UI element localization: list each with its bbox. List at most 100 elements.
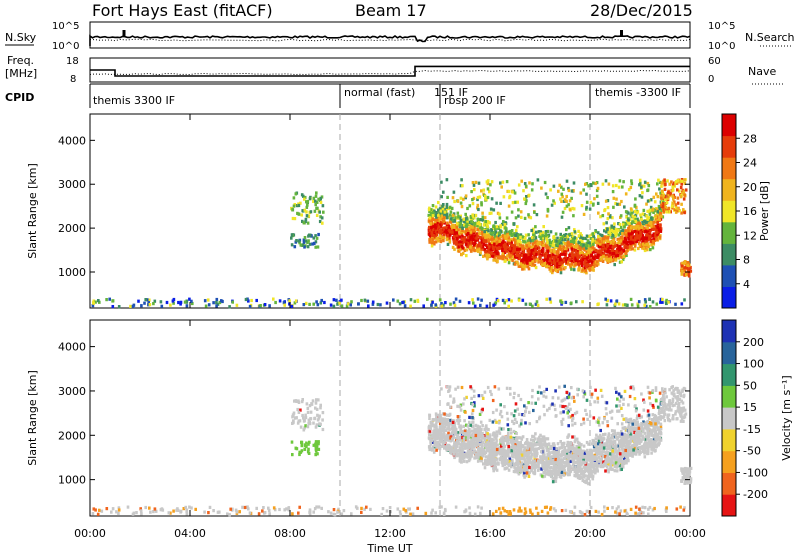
echo [315,213,319,217]
echo [650,243,653,247]
echo [604,230,608,234]
echo [528,302,532,306]
echo [206,298,210,302]
echo [491,244,495,248]
echo [525,195,528,199]
echo [511,190,514,194]
echo [501,257,505,261]
echo [532,233,535,237]
echo [321,204,325,208]
echo [612,227,616,231]
echo [481,236,485,240]
echo [642,208,646,212]
echo [653,449,657,453]
echo [445,202,449,207]
echo [457,437,460,441]
echo [602,222,606,226]
echo [522,250,526,254]
echo [684,188,688,192]
echo [319,198,322,202]
echo [645,236,648,240]
echo [332,304,336,308]
echo [385,301,389,305]
echo [559,232,562,236]
echo [606,257,610,261]
echo [612,229,615,234]
echo [288,302,291,306]
echo [554,268,558,273]
echo [612,239,615,243]
echo [477,221,481,225]
echo [534,302,538,306]
echo [621,223,625,227]
echo [426,297,429,301]
echo [473,234,477,238]
echo [433,235,437,239]
echo [519,436,522,440]
echo [453,199,456,204]
echo [487,229,490,233]
echo [453,218,456,223]
echo [428,416,431,420]
echo [448,412,452,416]
echo [621,237,624,241]
echo [453,247,456,251]
echo [593,256,596,260]
echo [216,302,220,306]
echo [651,233,655,237]
echo [303,197,306,201]
echo [652,220,656,224]
echo [548,258,552,262]
echo [585,192,588,196]
echo [441,207,445,211]
echo [336,302,339,306]
echo [622,248,626,253]
echo [610,248,614,252]
echo [610,226,614,230]
echo [626,512,629,516]
echo [628,225,632,229]
echo [637,300,641,304]
echo [525,438,529,442]
echo [311,242,314,246]
echo [457,240,461,244]
echo [589,200,593,204]
echo [505,510,509,514]
echo [645,219,649,223]
echo [582,212,586,216]
echo [487,238,491,242]
echo [610,429,614,433]
echo [570,259,574,263]
echo [566,248,570,252]
echo [422,304,425,308]
echo [636,512,640,516]
echo [573,230,577,234]
echo [671,183,675,187]
echo [628,218,632,222]
echo [514,216,518,220]
echo [534,225,537,229]
echo [687,271,691,275]
echo [455,222,459,226]
echo [592,242,595,246]
echo [292,196,296,200]
echo [306,450,310,454]
echo [550,472,553,476]
echo [480,427,483,431]
echo [565,179,569,183]
echo [451,230,454,234]
echo [513,191,517,195]
echo [524,236,527,240]
echo [631,231,634,235]
echo [486,220,490,224]
freq-unit: [MHz] [5,67,37,80]
echo [411,512,415,516]
echo [315,300,318,304]
echo [307,418,311,422]
echo [633,244,637,248]
echo [305,402,309,406]
echo [487,247,491,251]
echo [108,297,111,301]
echo [490,237,494,241]
echo [319,200,323,204]
